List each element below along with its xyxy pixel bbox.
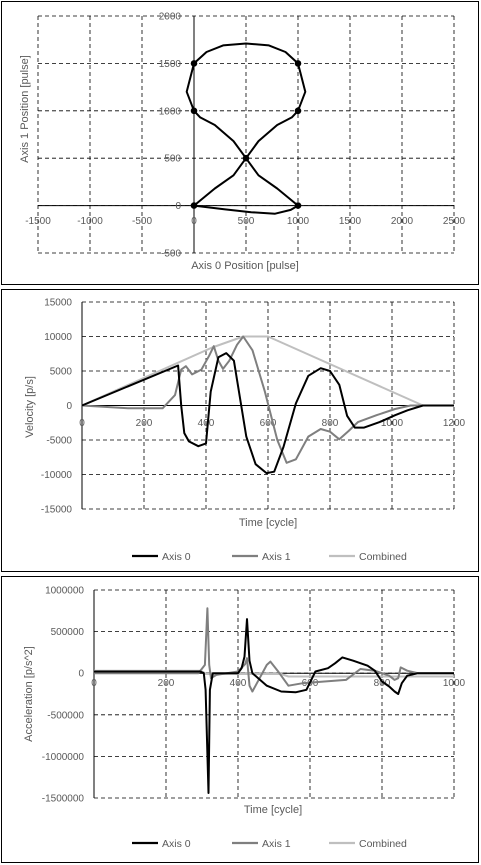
x-tick-label: 500 bbox=[238, 216, 255, 227]
series-line-axis-0 bbox=[81, 352, 454, 475]
x-tick-label: 0 bbox=[191, 216, 197, 227]
y-tick-label: 1000 bbox=[159, 106, 182, 117]
x-axis-title: Time [cycle] bbox=[244, 804, 302, 816]
y-tick-label: 15000 bbox=[44, 298, 72, 309]
x-tick-label: -1500 bbox=[25, 216, 51, 227]
x-tick-label: 1500 bbox=[339, 216, 362, 227]
x-axis-title: Axis 0 Position [pulse] bbox=[191, 260, 299, 272]
y-tick-label: -1000000 bbox=[42, 752, 85, 763]
x-tick-label: 1000 bbox=[287, 216, 310, 227]
x-axis-title: Time [cycle] bbox=[239, 517, 297, 529]
y-axis-title: Axis 1 Position [pulse] bbox=[19, 55, 31, 163]
x-tick-label: 0 bbox=[91, 678, 97, 689]
x-tick-label: 200 bbox=[158, 678, 175, 689]
trajectory-point bbox=[190, 60, 198, 67]
x-tick-label: 200 bbox=[136, 418, 153, 429]
y-tick-label: 500000 bbox=[51, 627, 85, 638]
y-tick-label: 0 bbox=[78, 669, 84, 680]
y-tick-label: -10000 bbox=[41, 470, 73, 481]
x-tick-label: 400 bbox=[230, 678, 247, 689]
y-axis-title: Acceleration [p/s^2] bbox=[23, 646, 35, 742]
trajectory-point bbox=[294, 107, 302, 115]
y-tick-label: 500 bbox=[164, 154, 181, 165]
x-tick-label: -500 bbox=[132, 216, 152, 227]
x-tick-label: 600 bbox=[260, 418, 277, 429]
series-line-axis-0 bbox=[94, 618, 454, 794]
y-tick-label: -500 bbox=[161, 249, 181, 260]
velocity-chart: 0 200 400 600 800 1000 1200 -15000 -10000 -5000 0 5… bbox=[24, 298, 466, 564]
x-tick-label: 1000 bbox=[381, 418, 404, 429]
x-tick-label: -1000 bbox=[77, 216, 103, 227]
legend-label-combined: Combined bbox=[359, 838, 407, 850]
y-tick-label: -15000 bbox=[41, 505, 73, 516]
trajectory-point bbox=[294, 202, 302, 209]
y-tick-label: -1500000 bbox=[42, 794, 85, 805]
x-tick-label: 2000 bbox=[391, 216, 414, 227]
x-tick-label: 1000 bbox=[443, 678, 466, 689]
x-tick-label: 800 bbox=[374, 678, 391, 689]
legend-label-axis-0: Axis 0 bbox=[162, 551, 191, 563]
velocity-chart-panel: 0 200 400 600 800 1000 1200 -15000 -10000 -5000 0 5… bbox=[1, 289, 479, 572]
legend-label-axis-1: Axis 1 bbox=[262, 551, 291, 563]
y-tick-label: 0 bbox=[175, 201, 181, 212]
y-tick-label: 10000 bbox=[44, 332, 72, 343]
legend-label-combined: Combined bbox=[359, 551, 407, 563]
y-tick-label: 2000 bbox=[159, 12, 182, 23]
series-line-axis-1 bbox=[81, 335, 454, 464]
y-axis-title: Velocity [p/s] bbox=[24, 376, 36, 438]
y-tick-label: -500000 bbox=[47, 710, 84, 721]
x-tick-label: 2500 bbox=[443, 216, 466, 227]
series-line-axis-1 bbox=[94, 607, 454, 693]
y-tick-label: 0 bbox=[66, 401, 72, 412]
legend-label-axis-1: Axis 1 bbox=[262, 838, 291, 850]
x-tick-label: 1200 bbox=[443, 418, 466, 429]
acceleration-chart-panel: 0 200 400 600 800 1000 -1500000 -1000000 -500000… bbox=[1, 576, 479, 863]
y-tick-label: -5000 bbox=[46, 436, 72, 447]
y-tick-label: 5000 bbox=[50, 367, 73, 378]
y-tick-label: 1000000 bbox=[45, 586, 84, 597]
y-tick-label: 1500 bbox=[159, 59, 182, 70]
position-chart-panel: -1500 -1000 -500 0 500 1000 1500 2000 2500 -500 0 5… bbox=[1, 1, 479, 285]
trajectory-point bbox=[294, 60, 302, 67]
x-tick-label: 0 bbox=[79, 418, 85, 429]
legend-label-axis-0: Axis 0 bbox=[162, 838, 191, 850]
position-chart: -1500 -1000 -500 0 500 1000 1500 2000 2500 -500 0 5… bbox=[19, 12, 466, 273]
trajectory-point bbox=[242, 154, 250, 162]
x-tick-label: 400 bbox=[198, 418, 215, 429]
trajectory-point bbox=[190, 202, 198, 209]
acceleration-chart: 0 200 400 600 800 1000-1500000-1000000-500000… bbox=[23, 586, 466, 851]
trajectory-point bbox=[190, 107, 198, 115]
x-tick-label: 800 bbox=[322, 418, 339, 429]
